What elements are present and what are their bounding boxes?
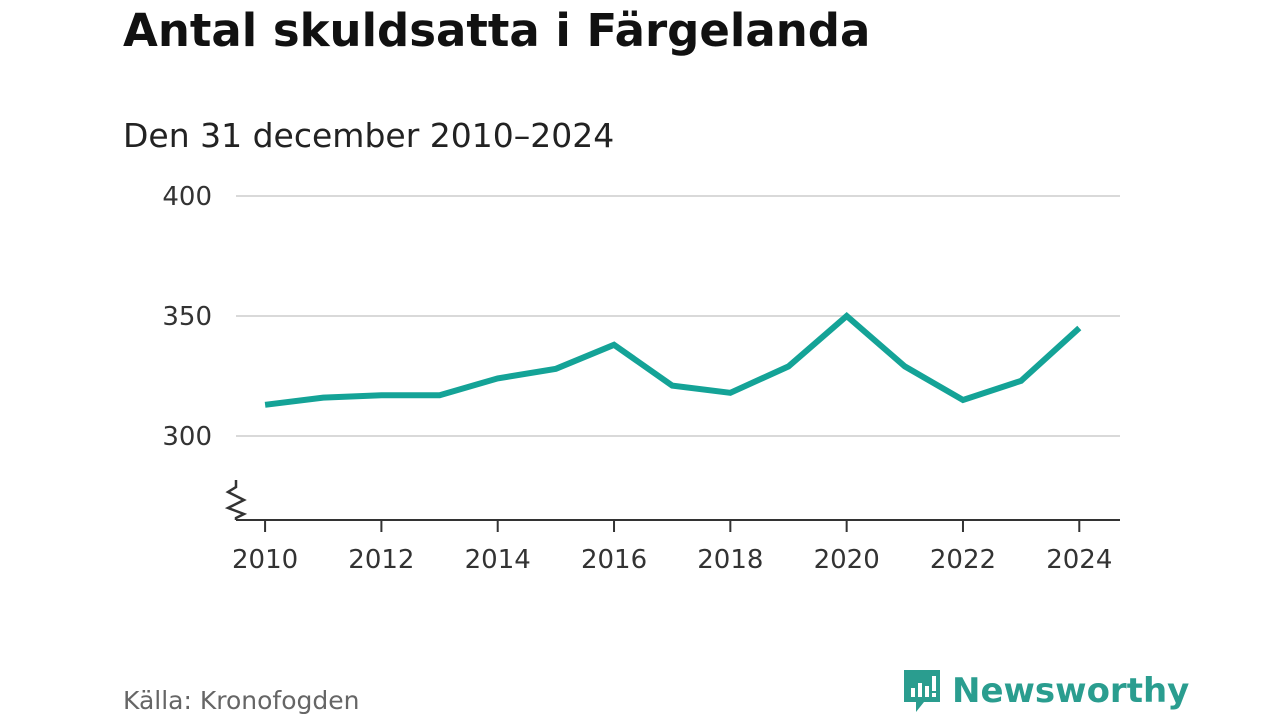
y-tick-label: 350	[162, 302, 212, 332]
data-point-2016	[611, 342, 617, 348]
data-point-2014	[495, 375, 501, 381]
y-tick-label: 400	[162, 182, 212, 212]
data-point-2022	[960, 397, 966, 403]
data-point-2010	[262, 402, 268, 408]
x-tick-label: 2024	[1046, 545, 1112, 575]
data-point-2017	[669, 383, 675, 389]
x-tick-label: 2012	[348, 545, 414, 575]
data-point-2013	[437, 392, 443, 398]
source-note: Källa: Kronofogden	[123, 686, 360, 715]
data-point-2015	[553, 366, 559, 372]
data-point-2020	[844, 313, 850, 319]
brand-logo: Newsworthy	[902, 668, 1189, 714]
x-tick-label: 2014	[465, 545, 531, 575]
x-tick-label: 2020	[814, 545, 880, 575]
data-point-2011	[320, 395, 326, 401]
x-tick-label: 2022	[930, 545, 996, 575]
data-point-2012	[378, 392, 384, 398]
axis-break-icon	[224, 480, 248, 520]
brand-name: Newsworthy	[952, 671, 1190, 711]
series-line-0	[264, 312, 1082, 408]
newsworthy-logo-icon	[904, 670, 940, 712]
data-point-2021	[902, 363, 908, 369]
y-tick-label: 300	[162, 422, 212, 452]
x-tick-label: 2010	[232, 545, 298, 575]
x-tick-label: 2018	[697, 545, 763, 575]
data-point-2019	[786, 363, 792, 369]
x-tick-label: 2016	[581, 545, 647, 575]
data-point-2023	[1018, 378, 1024, 384]
data-point-2024	[1076, 325, 1082, 331]
data-point-2018	[727, 390, 733, 396]
chart-title: Antal skuldsatta i Färgelanda	[123, 4, 871, 57]
chart-subtitle: Den 31 december 2010–2024	[123, 116, 615, 155]
